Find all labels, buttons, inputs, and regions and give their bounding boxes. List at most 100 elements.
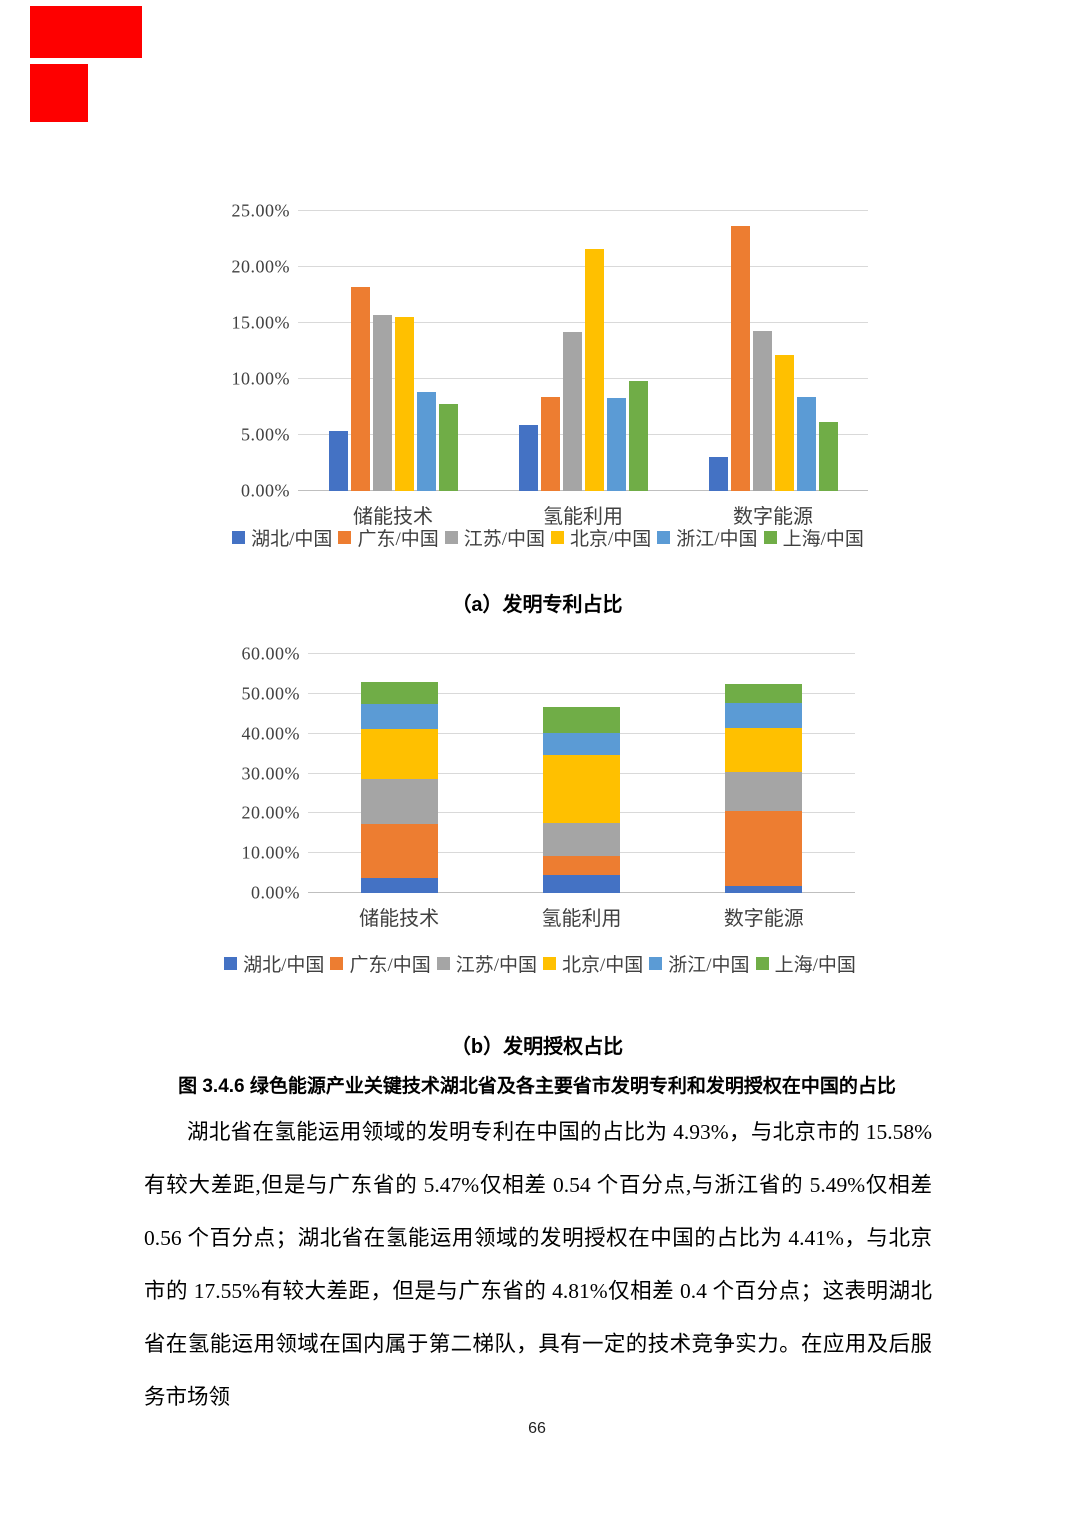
stacked-bar-segment — [725, 684, 803, 704]
stacked-bar-cell — [490, 654, 672, 893]
legend-item: 北京/中国 — [551, 524, 651, 551]
stacked-bar-segment — [542, 856, 620, 876]
gridline — [298, 434, 868, 435]
bar — [708, 457, 728, 491]
legend-label: 浙江/中国 — [668, 955, 750, 976]
y-axis-tick-label: 0.00% — [241, 480, 290, 501]
stacked-bar-cell — [673, 654, 855, 893]
legend-chart-a: 湖北/中国 广东/中国 江苏/中国 北京/中国 浙江/中国 上海/中国 — [228, 524, 868, 551]
bar — [752, 330, 772, 491]
legend-swatch-icon — [330, 957, 344, 970]
stacked-bar-segment — [360, 877, 438, 893]
body-paragraph: 湖北省在氢能运用领域的发明专利在中国的占比为 4.93%，与北京市的 15.58… — [144, 1120, 932, 1409]
stacked-bar-segment — [542, 707, 620, 733]
bar-group — [678, 211, 868, 491]
stacked-bar-segment — [542, 822, 620, 857]
category-label: 氢能利用 — [541, 908, 622, 930]
gridline — [298, 322, 868, 323]
legend-label: 广东/中国 — [357, 529, 439, 550]
legend-item: 上海/中国 — [763, 524, 864, 551]
gridline — [298, 210, 868, 211]
bar-groups — [298, 211, 868, 491]
stacked-bar-segment — [725, 771, 803, 811]
legend-swatch-icon — [551, 531, 564, 544]
bar — [350, 287, 370, 491]
legend-label: 浙江/中国 — [676, 529, 758, 550]
legend-swatch-icon — [543, 957, 556, 970]
legend-label: 江苏/中国 — [463, 529, 545, 550]
stacked-bar — [542, 654, 620, 893]
y-axis-chart-a: 25.00% 20.00% 15.00% 10.00% 5.00% 0.00% — [228, 201, 298, 501]
legend-swatch-icon — [763, 531, 777, 544]
legend-chart-b: 湖北/中国 广东/中国 江苏/中国 北京/中国 浙江/中国 上海/中国 — [180, 950, 900, 977]
bar — [584, 249, 604, 491]
y-axis-tick-label: 20.00% — [231, 256, 290, 277]
bar — [818, 421, 838, 491]
y-axis-tick-label: 10.00% — [231, 368, 290, 389]
page-number: 66 — [528, 1420, 546, 1437]
bar — [774, 355, 794, 491]
legend-swatch-icon — [436, 957, 450, 970]
legend-swatch-icon — [649, 957, 663, 970]
legend-item: 湖北/中国 — [224, 950, 324, 977]
stacked-bar-segment — [542, 755, 620, 823]
y-axis-tick-label: 10.00% — [241, 842, 300, 863]
bar — [796, 396, 816, 491]
legend-swatch-icon — [338, 531, 352, 544]
category-label: 储能技术 — [359, 908, 440, 930]
stacked-bar-segment — [360, 823, 438, 878]
category-label: 数字能源 — [733, 506, 813, 528]
patent-share-grouped-bar-chart: 25.00% 20.00% 15.00% 10.00% 5.00% 0.00% — [228, 201, 868, 501]
stacked-bar-segment — [360, 703, 438, 730]
y-axis-tick-label: 20.00% — [241, 802, 300, 823]
y-axis-tick-label: 15.00% — [231, 312, 290, 333]
legend-swatch-icon — [444, 531, 458, 544]
bar-group — [298, 211, 488, 491]
x-axis-line — [298, 490, 868, 491]
bar — [328, 430, 348, 491]
y-axis-tick-label: 60.00% — [241, 643, 300, 664]
legend-item: 北京/中国 — [543, 950, 643, 977]
stacked-bar-segment — [360, 779, 438, 824]
legend-item: 江苏/中国 — [436, 950, 537, 977]
bar — [438, 403, 458, 491]
bar — [628, 381, 648, 491]
stacked-bar-segment — [725, 703, 803, 729]
legend-item: 上海/中国 — [755, 950, 856, 977]
x-axis-category-labels-chart-a: 储能技术 氢能利用 数字能源 — [298, 491, 868, 529]
bar — [562, 331, 582, 491]
legend-label: 湖北/中国 — [243, 955, 325, 976]
legend-swatch-icon — [755, 957, 769, 970]
legend-label: 上海/中国 — [774, 955, 856, 976]
subcaption-b: （b）发明授权占比 — [450, 1036, 624, 1058]
bar — [730, 225, 750, 491]
bar — [372, 315, 392, 491]
legend-item: 江苏/中国 — [444, 524, 545, 551]
category-label: 氢能利用 — [543, 506, 623, 528]
figure-caption: 图 3.4.6 绿色能源产业关键技术湖北省及各主要省市发明专利和发明授权在中国的… — [178, 1076, 896, 1097]
gridline — [298, 378, 868, 379]
y-axis-tick-label: 50.00% — [241, 683, 300, 704]
y-axis-tick-label: 40.00% — [241, 723, 300, 744]
grant-share-stacked-bar-chart: 60.00% 50.00% 40.00% 30.00% 20.00% 10.00% 0.00… — [230, 644, 855, 903]
stacked-bar-groups — [308, 654, 855, 893]
stacked-bar-segment — [542, 732, 620, 756]
legend-item: 湖北/中国 — [232, 524, 332, 551]
legend-item: 广东/中国 — [330, 950, 431, 977]
y-axis-tick-label: 5.00% — [241, 424, 290, 445]
bar-group — [488, 211, 678, 491]
stacked-bar-segment — [725, 810, 803, 886]
category-label: 数字能源 — [723, 908, 804, 930]
stacked-bar-segment — [542, 875, 620, 893]
y-axis-chart-b: 60.00% 50.00% 40.00% 30.00% 20.00% 10.00% 0.00… — [230, 644, 308, 903]
plot-area-chart-b — [308, 653, 855, 893]
legend-label: 广东/中国 — [349, 955, 431, 976]
gridline — [308, 692, 855, 694]
legend-item: 广东/中国 — [338, 524, 439, 551]
legend-swatch-icon — [224, 957, 238, 970]
legend-label: 上海/中国 — [782, 529, 864, 550]
stacked-bar-segment — [725, 885, 803, 893]
subcaption-a: （a）发明专利占比 — [451, 594, 623, 616]
legend-label: 北京/中国 — [562, 955, 644, 976]
